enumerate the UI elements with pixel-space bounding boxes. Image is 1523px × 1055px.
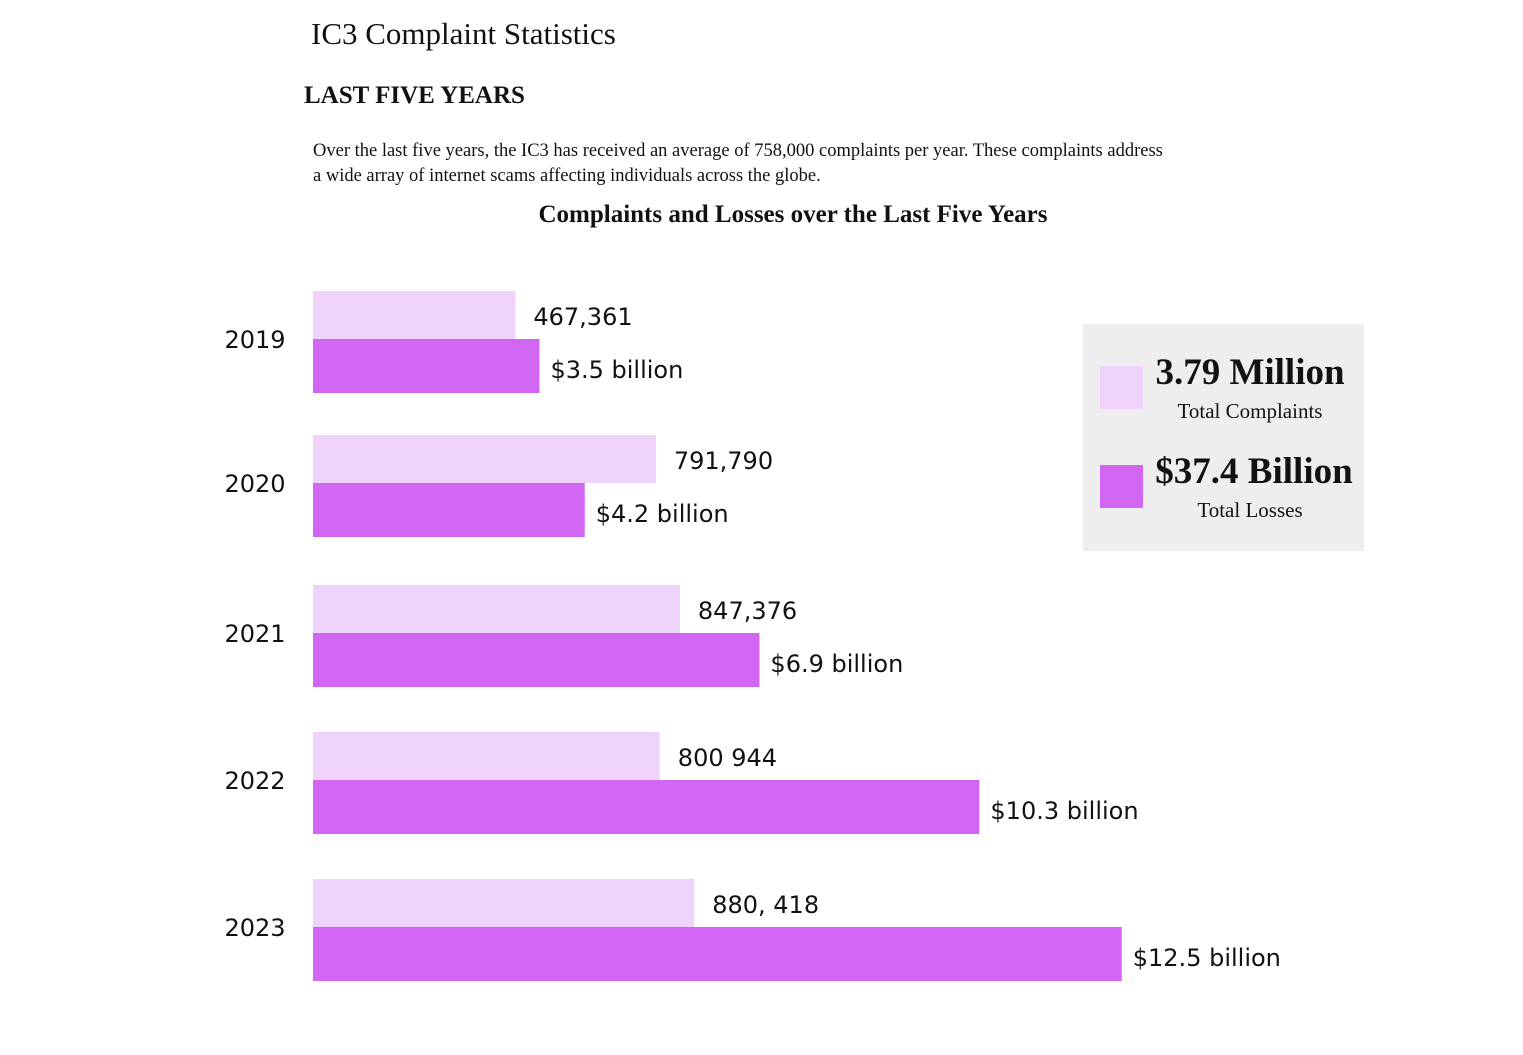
page-title: IC3 Complaint Statistics (311, 16, 616, 51)
losses-bar (313, 927, 1122, 981)
complaints-data-label: 847,376 (698, 597, 797, 625)
losses-data-label: $10.3 billion (990, 797, 1138, 825)
complaints-data-label: 800 944 (678, 744, 777, 772)
losses-bar (313, 633, 760, 687)
year-tick-label: 2020 (224, 470, 285, 498)
complaints-data-label: 467,361 (533, 303, 632, 331)
losses-data-label: $4.2 billion (596, 500, 729, 528)
complaints-bar (313, 291, 516, 339)
complaints-bar (313, 435, 656, 483)
section-heading: LAST FIVE YEARS (304, 82, 525, 109)
intro-line: Over the last five years, the IC3 has re… (313, 141, 1163, 161)
intro-line: a wide array of internet scams affecting… (313, 166, 821, 186)
losses-data-label: $12.5 billion (1133, 944, 1281, 972)
losses-data-label: $6.9 billion (770, 650, 903, 678)
complaints-data-label: 791,790 (674, 447, 773, 475)
legend-complaints-label: Total Complaints (1177, 399, 1323, 423)
year-tick-label: 2022 (224, 767, 285, 795)
legend-swatch-losses (1100, 465, 1143, 508)
complaints-bar (313, 732, 660, 780)
losses-data-label: $3.5 billion (550, 356, 683, 384)
complaints-data-label: 880, 418 (712, 891, 819, 919)
year-tick-label: 2021 (224, 620, 285, 648)
legend-complaints-total: 3.79 Million (1155, 352, 1345, 393)
losses-bar (313, 780, 980, 834)
legend-losses-label: Total Losses (1197, 498, 1303, 522)
chart-title: Complaints and Losses over the Last Five… (538, 201, 1048, 228)
complaints-bar (313, 879, 695, 927)
year-tick-label: 2019 (224, 326, 285, 354)
legend-losses-total: $37.4 Billion (1155, 451, 1353, 492)
legend: 3.79 Million Total Complaints $37.4 Bill… (1083, 324, 1364, 551)
losses-bar (313, 483, 585, 537)
intro-paragraph: Over the last five years, the IC3 has re… (313, 139, 1273, 189)
year-tick-label: 2023 (224, 914, 285, 942)
losses-bar (313, 339, 540, 393)
complaints-bar (313, 585, 680, 633)
legend-swatch-complaints (1100, 366, 1143, 409)
